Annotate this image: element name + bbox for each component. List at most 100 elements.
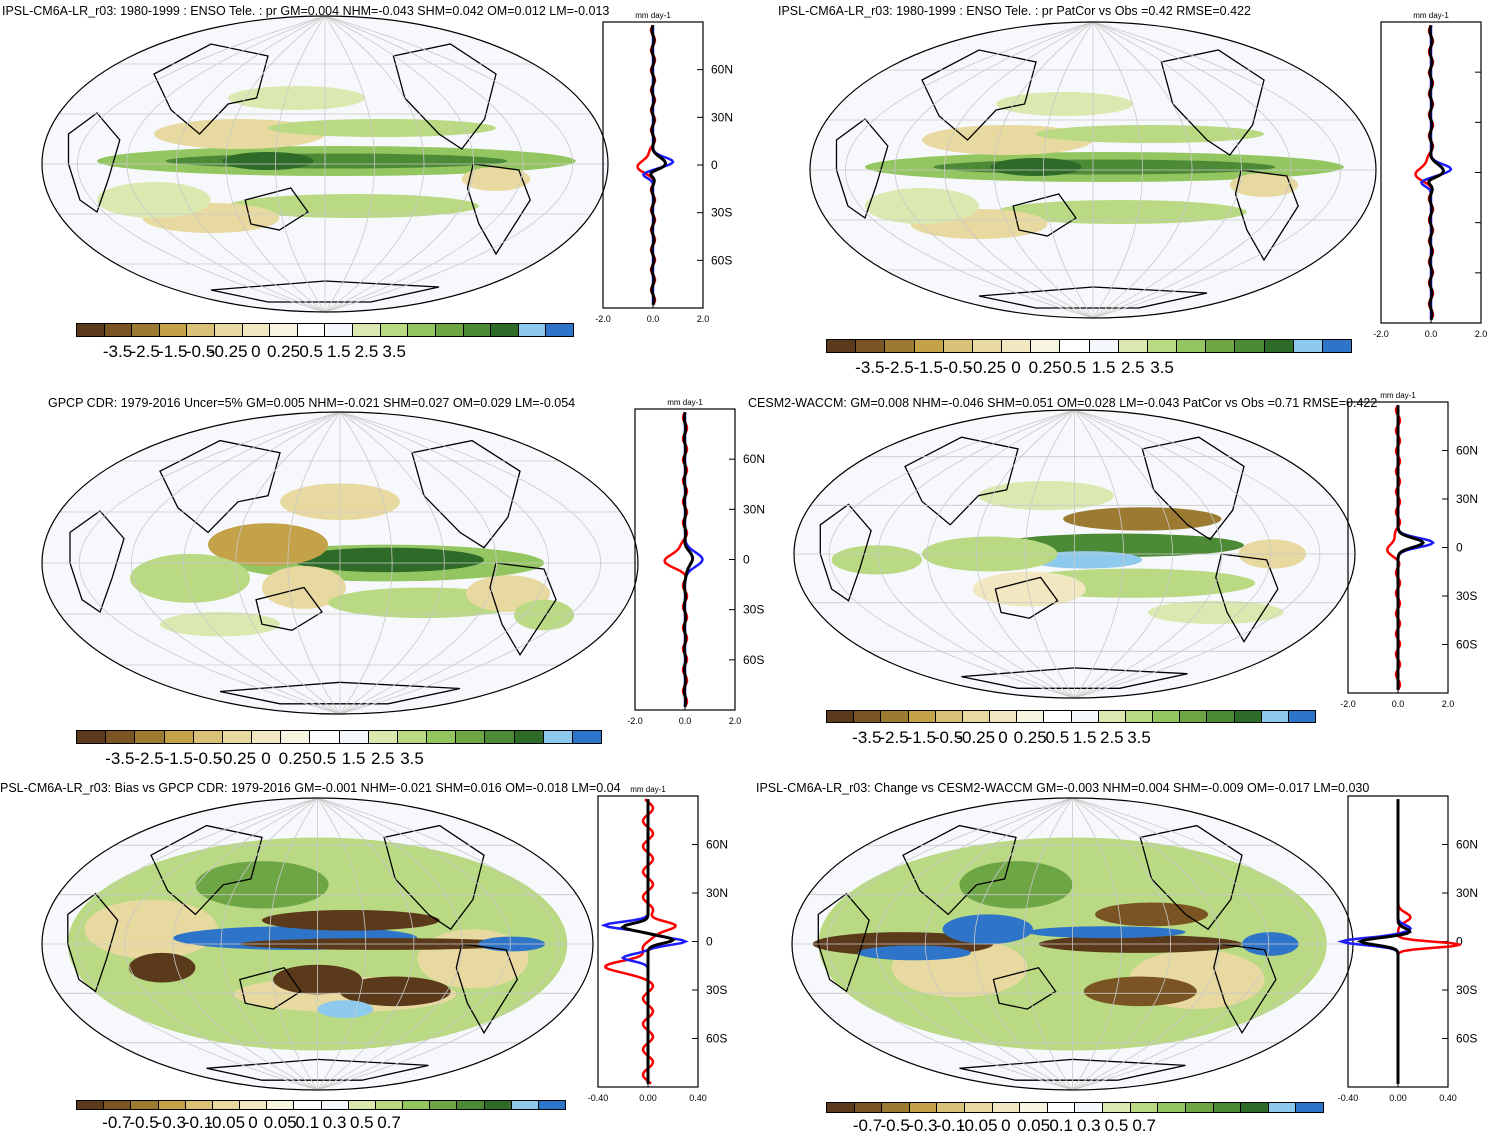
map-field bbox=[794, 410, 1355, 698]
obs-profile-line bbox=[1419, 25, 1453, 320]
colorbar-swatch bbox=[294, 1101, 322, 1109]
coastline bbox=[255, 586, 323, 631]
coastline bbox=[1215, 553, 1279, 643]
colorbar-swatch bbox=[1098, 711, 1126, 722]
colorbar-swatch bbox=[463, 324, 492, 336]
lat-label: 30S bbox=[743, 603, 764, 617]
lat-label: 30S bbox=[711, 206, 732, 220]
colorbar-swatch bbox=[543, 731, 573, 743]
colorbar-tick-label: 1.5 bbox=[1072, 728, 1097, 747]
colorbar-swatch bbox=[430, 1101, 458, 1109]
lat-label: 60N bbox=[1456, 838, 1478, 852]
zonal-profile-model: mm day-1 60N 30N 0 30S 60S -2.0 0.0 2.0 bbox=[595, 11, 733, 324]
precip-anomaly-patch bbox=[1095, 902, 1209, 927]
colorbar-swatch bbox=[281, 731, 311, 743]
colorbar-swatch bbox=[854, 1103, 883, 1112]
profile-unit-label: mm day-1 bbox=[667, 398, 703, 407]
colorbar-swatch bbox=[1268, 1103, 1297, 1112]
coastline bbox=[1012, 193, 1077, 237]
x-tick-label: 0.0 bbox=[679, 716, 692, 726]
coastline bbox=[466, 163, 531, 256]
colorbar-swatch bbox=[158, 1101, 186, 1109]
colorbar-tick-label: 2.5 bbox=[371, 749, 395, 768]
precip-anomaly-patch bbox=[1147, 600, 1284, 625]
colorbar-swatch bbox=[1234, 711, 1262, 722]
x-tick-label: 0.00 bbox=[1389, 1093, 1407, 1103]
colorbar-tick-label: 0.5 bbox=[350, 1113, 374, 1132]
colorbar-swatch bbox=[375, 1101, 404, 1109]
colorbar-tick-label: 0.5 bbox=[299, 342, 323, 361]
colorbar-swatch bbox=[882, 1103, 910, 1112]
colorbar-tick-label: -1.5 bbox=[163, 749, 193, 768]
x-tick-label: -2.0 bbox=[595, 314, 611, 324]
colorbar-swatch bbox=[1153, 711, 1181, 722]
lat-label: 60N bbox=[1456, 444, 1478, 458]
colorbar-labels-change: -0.7 -0.5 -0.3 -0.1 -0.05 0 0.05 0.1 0.3 0.5 0.7 bbox=[826, 1116, 1324, 1136]
coastline bbox=[489, 562, 557, 657]
graticule bbox=[792, 798, 1353, 1090]
ref-profile-line bbox=[1396, 405, 1426, 690]
colorbar-tick-label: -2.5 bbox=[884, 358, 914, 377]
colorbar-swatch bbox=[1071, 711, 1099, 722]
colorbar-tick-label: -0.3 bbox=[908, 1116, 938, 1135]
map-border bbox=[41, 411, 639, 715]
coastline bbox=[210, 280, 440, 303]
colorbar-swatch bbox=[77, 324, 105, 336]
colorbar-tick-label: 0 bbox=[248, 1113, 258, 1132]
graticule bbox=[42, 412, 638, 714]
colorbar-swatch bbox=[456, 731, 486, 743]
colorbar-swatch bbox=[1213, 1103, 1242, 1112]
colorbar-swatch bbox=[572, 731, 602, 743]
coastline bbox=[244, 187, 309, 231]
x-tick-label: 0.0 bbox=[1392, 699, 1405, 709]
colorbar-tick-label: -1.5 bbox=[906, 728, 936, 747]
colorbar-tick-label: 0.25 bbox=[278, 749, 312, 768]
map-field bbox=[42, 412, 638, 714]
colorbar-swatch bbox=[1185, 1103, 1214, 1112]
colorbar-swatch bbox=[992, 1103, 1021, 1112]
lat-label: 30S bbox=[1456, 589, 1477, 603]
precip-anomaly-patch bbox=[97, 182, 211, 218]
colorbar-tick-label: -0.5 bbox=[880, 1116, 910, 1135]
x-tick-label: 0.00 bbox=[639, 1093, 657, 1103]
colorbar-swatch bbox=[1147, 340, 1178, 352]
colorbar-swatch bbox=[368, 731, 398, 743]
colorbar-swatch bbox=[1020, 1103, 1048, 1112]
precip-anomaly-patch bbox=[933, 159, 1276, 175]
lat-label: 30S bbox=[706, 983, 727, 997]
colorbar-swatch bbox=[1322, 340, 1352, 352]
map-field bbox=[810, 22, 1376, 318]
precip-anomaly-patch bbox=[978, 481, 1115, 511]
colorbar-tick-label: -3.5 bbox=[855, 358, 885, 377]
colorbar-swatch bbox=[1288, 711, 1316, 722]
precip-anomaly-patch bbox=[942, 914, 1033, 944]
x-tick-label: 2.0 bbox=[1442, 699, 1455, 709]
colorbar-swatch bbox=[1296, 1103, 1323, 1112]
coastline bbox=[206, 1058, 429, 1081]
colorbar-labels-model: -3.5 -2.5 -1.5 -0.5 -0.25 0 0.25 0.5 1.5 2.5 3.5 bbox=[76, 342, 574, 362]
colorbar-swatch bbox=[511, 1101, 539, 1109]
lat-label: 30N bbox=[743, 502, 765, 516]
colorbar-swatch bbox=[1060, 340, 1090, 352]
colorbar-tick-label: -3.5 bbox=[102, 342, 133, 361]
colorbar-tick-label: 3.5 bbox=[400, 749, 424, 768]
zonal-profile-obs: mm day-1 60N 30N 0 30S 60S -2.0 0.0 2.0 bbox=[627, 398, 765, 726]
colorbar-swatch bbox=[193, 731, 223, 743]
panel-title-change: IPSL-CM6A-LR_r03: Change vs CESM2-WACCM … bbox=[756, 781, 1370, 795]
coastline bbox=[1234, 169, 1299, 262]
colorbar-swatch bbox=[827, 1103, 855, 1112]
colorbar-tick-label: 0.25 bbox=[266, 342, 301, 361]
precip-anomaly-patch bbox=[222, 152, 314, 170]
colorbar-swatch bbox=[348, 1101, 376, 1109]
colorbar-swatch bbox=[943, 340, 973, 352]
colorbar-tick-label: 2.5 bbox=[1100, 728, 1124, 747]
profile-unit-label: mm day-1 bbox=[630, 785, 666, 794]
colorbar-swatch bbox=[885, 340, 915, 352]
panel-title-bias: PSL-CM6A-LR_r03: Bias vs GPCP CDR: 1979-… bbox=[0, 781, 621, 795]
precip-anomaly-patch bbox=[130, 553, 250, 603]
colorbar-swatch bbox=[881, 711, 909, 722]
precip-anomaly-patch bbox=[228, 86, 365, 110]
colorbar-swatch bbox=[1075, 1103, 1104, 1112]
precip-anomaly-patch bbox=[959, 861, 1073, 909]
lat-label: 60S bbox=[706, 1032, 727, 1046]
